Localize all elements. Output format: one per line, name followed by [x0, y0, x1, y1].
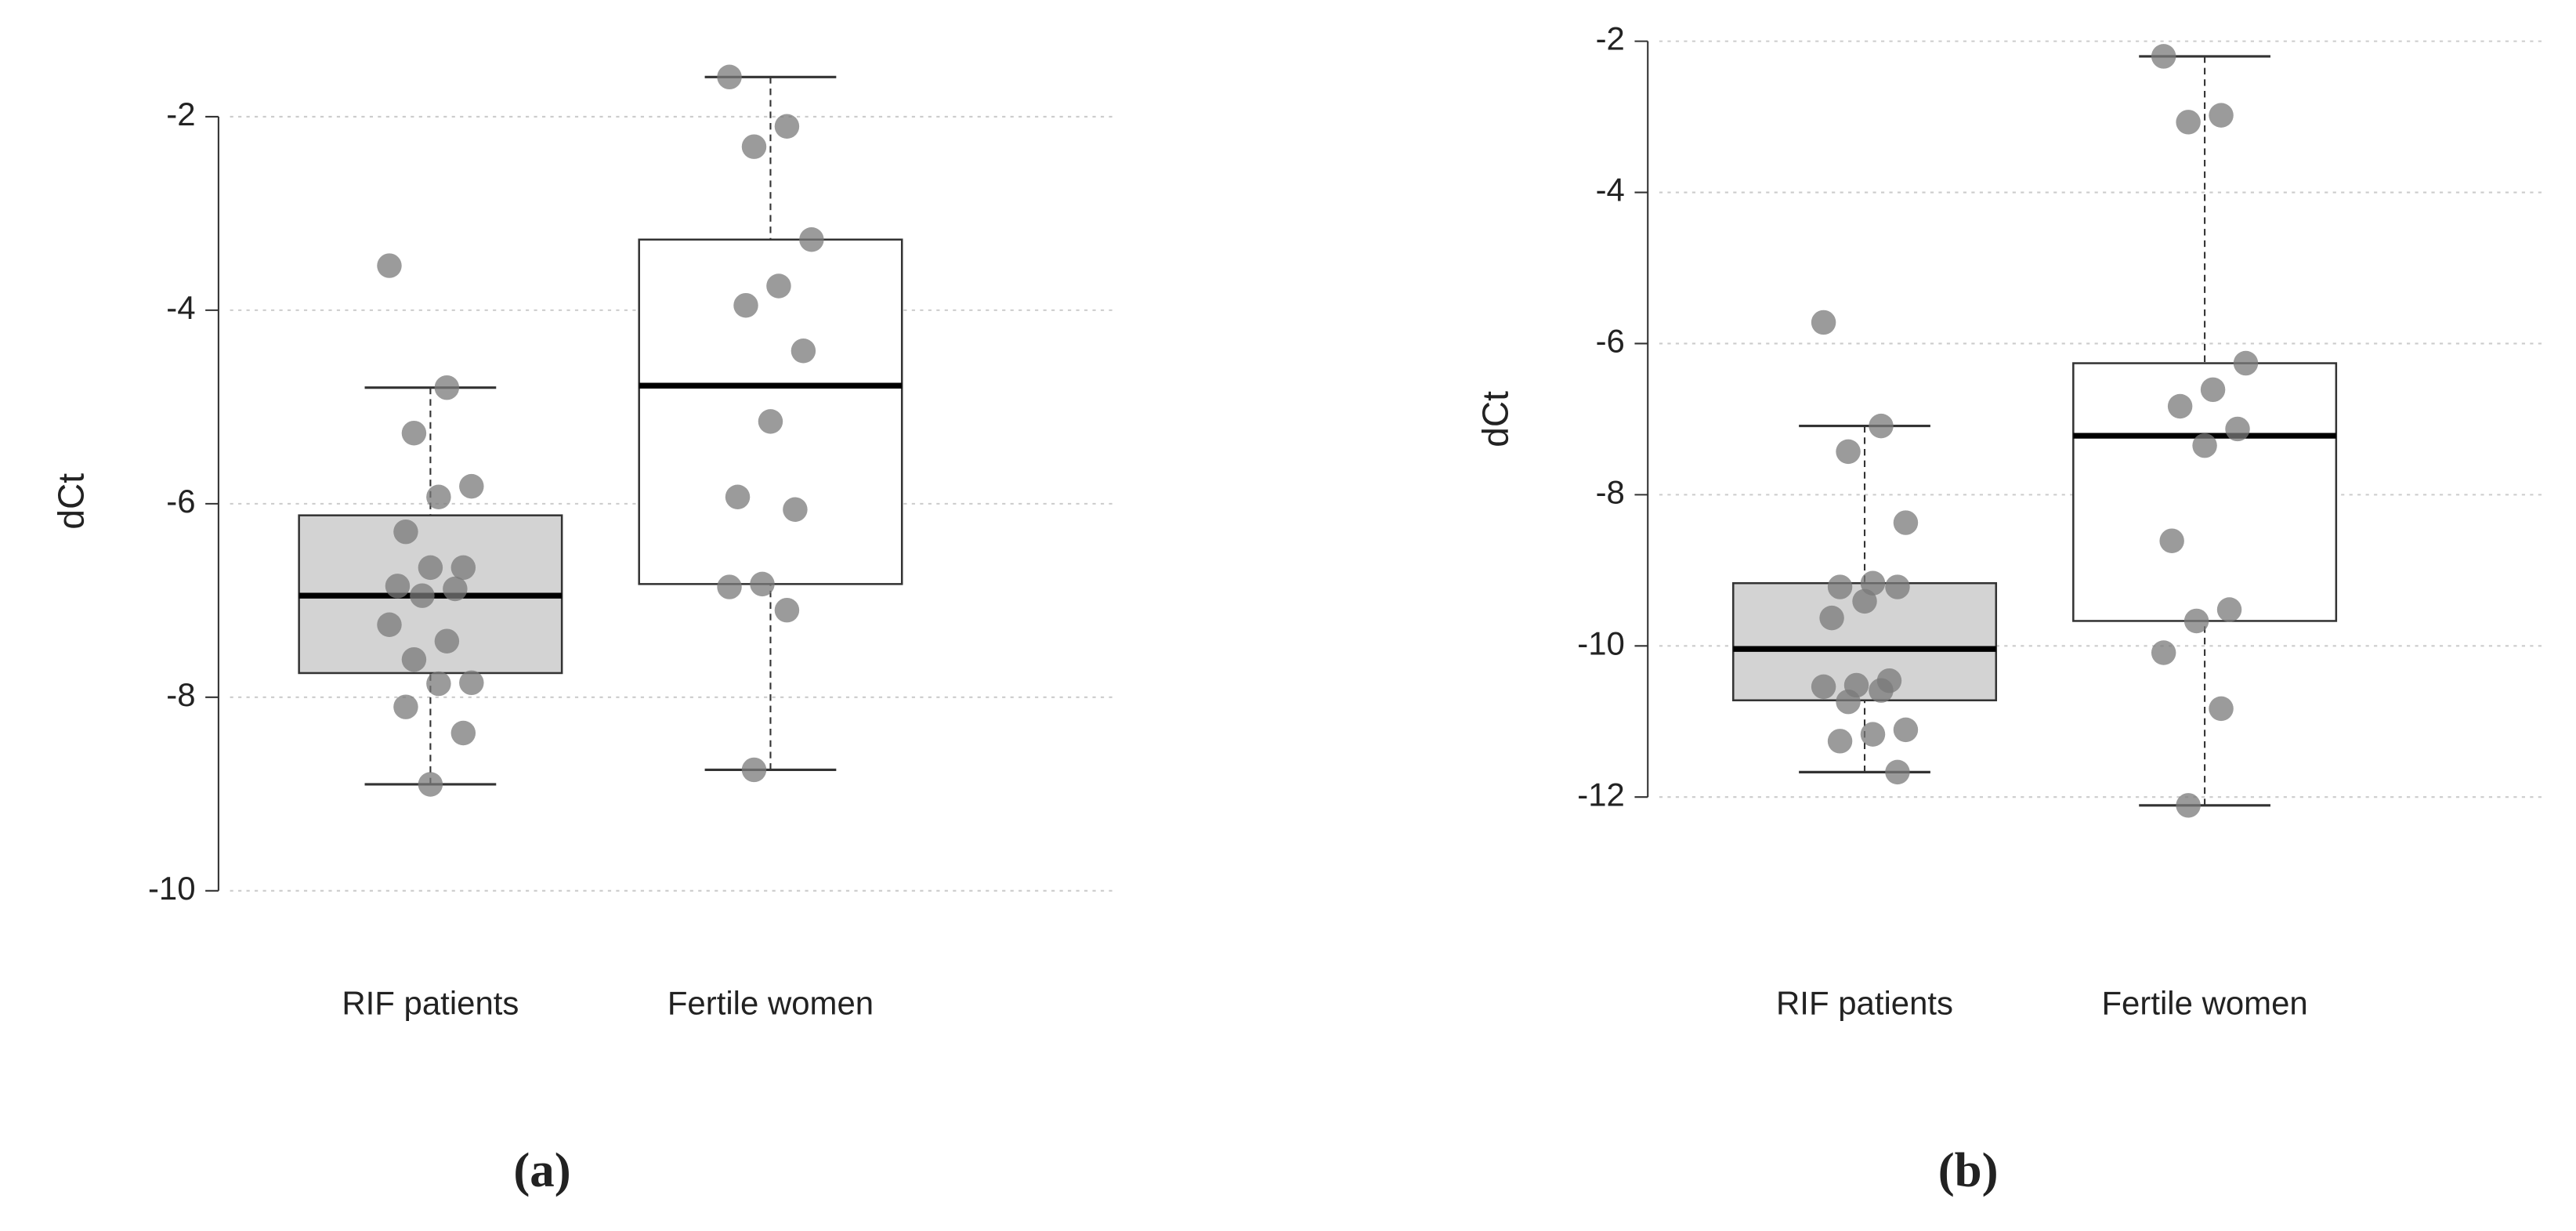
data-point [459, 473, 484, 499]
data-point [1836, 689, 1861, 715]
y-tick-label: -2 [166, 96, 195, 132]
y-tick-label: -8 [166, 676, 195, 713]
x-tick-label: RIF patients [342, 985, 519, 1022]
data-point [2176, 110, 2201, 135]
data-point [426, 671, 451, 697]
data-point [799, 227, 824, 252]
caption: (b) [1938, 1142, 1999, 1197]
y-axis-label: dCt [51, 473, 92, 530]
data-point [443, 576, 468, 602]
data-point [1827, 574, 1853, 599]
data-point [1869, 678, 1894, 703]
data-point [717, 64, 742, 90]
x-tick-label: RIF patients [1776, 985, 1953, 1022]
data-point [1819, 605, 1844, 631]
data-point [1836, 439, 1861, 465]
data-point [791, 339, 816, 364]
y-tick-label: -4 [166, 289, 195, 326]
caption: (a) [513, 1142, 570, 1197]
data-point [2225, 416, 2250, 442]
data-point [774, 597, 800, 623]
data-point [459, 670, 484, 696]
data-point [418, 555, 443, 581]
data-point [783, 497, 808, 522]
data-point [1811, 310, 1836, 335]
data-point [2233, 350, 2259, 376]
data-point [2167, 393, 2193, 419]
y-axis-label: dCt [1475, 391, 1516, 447]
data-point [393, 694, 418, 719]
data-point [774, 114, 800, 139]
data-point [741, 134, 767, 159]
data-point [2200, 377, 2226, 403]
data-point [1811, 674, 1836, 700]
data-point [434, 375, 460, 400]
data-point [1852, 588, 1877, 614]
data-point [2176, 793, 2201, 818]
box [2072, 362, 2338, 622]
data-point [1885, 574, 1910, 599]
y-tick-label: -8 [1596, 473, 1625, 510]
data-point [2209, 696, 2234, 722]
data-point [741, 757, 767, 783]
data-point [2183, 608, 2209, 634]
data-point [2159, 528, 2184, 553]
data-point [2209, 103, 2234, 128]
x-tick-label: Fertile women [2101, 985, 2307, 1022]
data-point [2216, 597, 2242, 622]
data-point [758, 409, 783, 434]
data-point [393, 519, 418, 545]
y-tick-label: -6 [1596, 323, 1625, 360]
data-point [733, 292, 758, 318]
data-point [1869, 413, 1894, 439]
data-point [1860, 722, 1886, 747]
data-point [1885, 759, 1910, 785]
data-point [401, 646, 427, 672]
data-point [418, 772, 443, 797]
data-point [450, 555, 476, 581]
data-point [1893, 717, 1919, 743]
data-point [434, 628, 460, 654]
y-tick-label: -12 [1577, 776, 1625, 813]
data-point [1893, 510, 1919, 535]
y-tick-label: -4 [1596, 172, 1625, 208]
data-point [426, 484, 451, 509]
data-point [717, 574, 742, 599]
data-point [750, 571, 775, 597]
y-tick-label: -10 [148, 870, 196, 907]
y-tick-label: -2 [1596, 20, 1625, 57]
data-point [2192, 433, 2217, 458]
data-point [401, 420, 427, 446]
x-tick-label: Fertile women [668, 985, 874, 1022]
data-point [385, 574, 411, 599]
y-tick-label: -6 [166, 483, 195, 520]
data-point [1827, 729, 1853, 754]
data-point [2151, 44, 2176, 69]
data-point [410, 583, 435, 608]
data-point [766, 273, 791, 299]
y-tick-label: -10 [1577, 625, 1625, 661]
data-point [450, 720, 476, 746]
data-point [725, 484, 751, 509]
data-point [377, 253, 402, 278]
data-point [2151, 640, 2176, 665]
data-point [377, 612, 402, 637]
